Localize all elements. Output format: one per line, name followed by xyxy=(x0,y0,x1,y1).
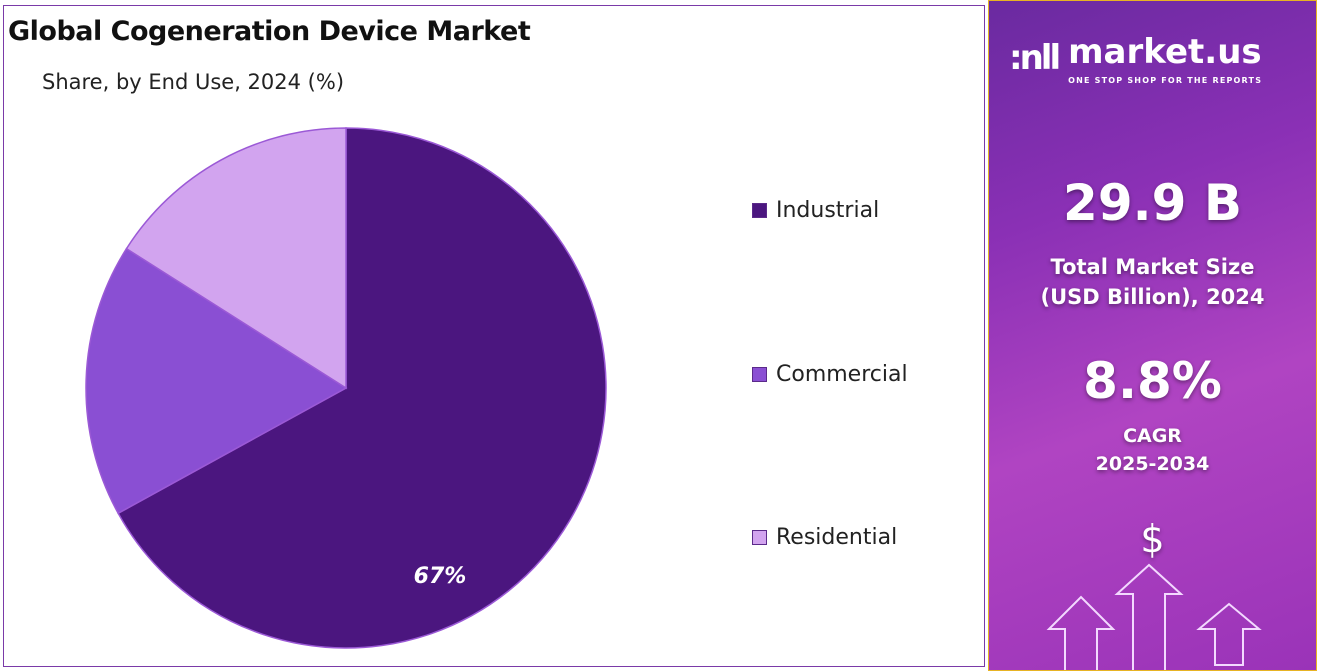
growth-arrows-icon xyxy=(1046,563,1262,670)
dollar-icon: $ xyxy=(1140,517,1165,561)
pie-chart: 67% xyxy=(85,127,607,649)
brand-name: market.us xyxy=(1068,32,1262,72)
market-size-value: 29.9 B xyxy=(1063,174,1242,232)
market-size-label-2: (USD Billion), 2024 xyxy=(1040,285,1265,309)
cagr-value: 8.8% xyxy=(1083,352,1222,410)
chart-subtitle: Share, by End Use, 2024 (%) xyxy=(42,70,345,94)
logo-icon: :nll xyxy=(1009,38,1061,79)
legend-swatch xyxy=(752,367,767,382)
legend-item-commercial: Commercial xyxy=(752,362,908,387)
market-size-label: Total Market Size xyxy=(1050,255,1255,279)
summary-panel: :nll market.us ONE STOP SHOP FOR THE REP… xyxy=(988,0,1317,671)
legend-swatch xyxy=(752,530,767,545)
legend-label: Commercial xyxy=(776,362,908,387)
pie-slice-residential xyxy=(125,127,347,390)
pie-slice-commercial xyxy=(85,247,348,515)
legend-item-residential: Residential xyxy=(752,525,897,550)
brand-tagline: ONE STOP SHOP FOR THE REPORTS xyxy=(1068,75,1263,85)
legend-label: Residential xyxy=(776,525,898,550)
pie-slice-industrial xyxy=(117,127,607,649)
legend-item-industrial: Industrial xyxy=(752,198,879,223)
data-label-industrial: 67% xyxy=(414,564,467,589)
cagr-label: CAGR xyxy=(1123,425,1182,447)
legend-label: Industrial xyxy=(776,198,880,223)
chart-title: Global Cogeneration Device Market xyxy=(8,16,531,47)
brand-logo: :nll market.us ONE STOP SHOP FOR THE REP… xyxy=(1009,31,1262,86)
legend-swatch xyxy=(752,203,767,218)
cagr-years: 2025-2034 xyxy=(1095,453,1210,475)
